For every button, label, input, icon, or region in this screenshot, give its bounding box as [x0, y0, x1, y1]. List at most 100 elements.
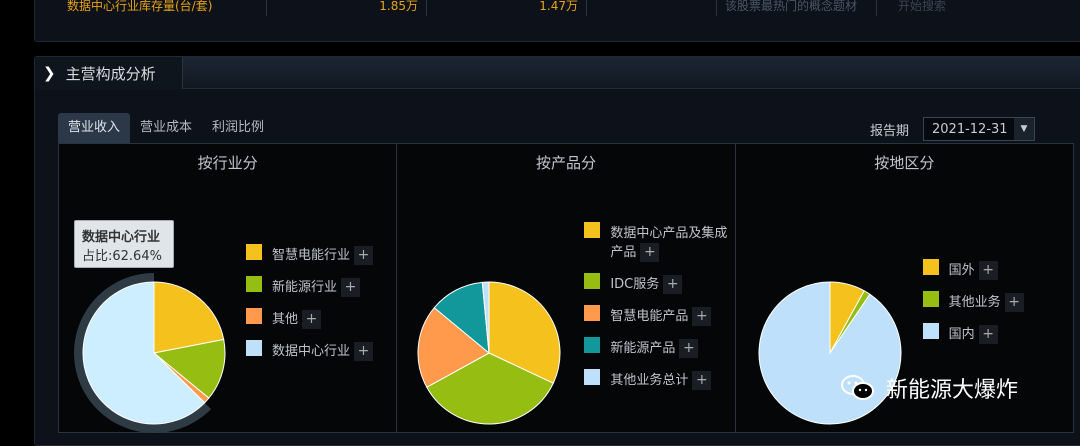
legend-swatch — [584, 305, 601, 321]
legend-item[interactable]: 智慧电能产品 + — [584, 305, 734, 326]
legend-item[interactable]: IDC服务 + — [584, 273, 734, 294]
expand-plus-icon[interactable]: + — [640, 243, 660, 262]
expand-plus-icon[interactable]: + — [354, 246, 374, 265]
legend-swatch — [246, 340, 262, 356]
legend-text: 数据中心行业 — [272, 344, 351, 359]
chart-by-product: 按产品分 数据中心产品及集成产品 + IDC服务 + 智慧电能产品 + 新能源产品 + 其他业务总… — [397, 144, 736, 432]
expand-plus-icon[interactable]: + — [692, 307, 712, 326]
legend-item[interactable]: 智慧电能行业 + — [246, 244, 374, 265]
legend-item[interactable]: 数据中心行业 + — [246, 340, 374, 361]
pie-chart — [417, 281, 561, 425]
expand-plus-icon[interactable]: + — [1004, 293, 1024, 312]
watermark: 新能源大爆炸 — [840, 372, 1018, 404]
legend-text: 数据中心产品及集成产品 — [610, 226, 728, 260]
legend-swatch — [922, 323, 939, 339]
tab-profit-ratio[interactable]: 利润比例 — [212, 120, 265, 135]
legend-text: 新能源产品 — [610, 341, 676, 356]
pie-slice[interactable] — [82, 281, 206, 425]
legend-swatch — [246, 244, 262, 260]
pie-slice[interactable] — [153, 281, 225, 354]
expand-plus-icon[interactable]: + — [692, 371, 712, 390]
value-1: 1.85万 — [267, 0, 427, 16]
chart-title: 按行业分 — [197, 154, 258, 172]
legend-text: IDC服务 — [610, 277, 660, 292]
chart-legend: 数据中心产品及集成产品 + IDC服务 + 智慧电能产品 + 新能源产品 + 其他业务总计 + — [584, 222, 734, 401]
chart-by-industry: 按行业分 智慧电能行业 + 新能源行业 + 其他 + 数据中心行业 + — [59, 144, 398, 433]
legend-label: 数据中心行业 + — [272, 340, 374, 361]
expand-plus-icon[interactable]: + — [354, 342, 374, 361]
legend-swatch — [922, 259, 939, 275]
legend-label: 国内 + — [949, 323, 998, 344]
legend-swatch — [584, 273, 601, 289]
top-panel — [34, 0, 1080, 42]
pie-slice[interactable] — [152, 338, 226, 399]
chart-legend: 国外 + 其他业务 + 国内 + — [922, 259, 1024, 355]
legend-label: 数据中心产品及集成产品 + — [610, 222, 734, 262]
search-button[interactable]: 开始搜索 — [897, 0, 946, 13]
pie-tooltip: 数据中心行业 占比:62.64% — [74, 220, 174, 268]
legend-text: 智慧电能行业 — [272, 248, 351, 263]
expand-plus-icon[interactable]: + — [679, 339, 699, 358]
pie-slice[interactable] — [417, 307, 491, 388]
legend-item[interactable]: 新能源产品 + — [584, 337, 734, 358]
legend-item[interactable]: 国外 + — [922, 259, 1024, 280]
chart-title: 按地区分 — [874, 154, 935, 172]
pie-slice[interactable] — [482, 281, 490, 354]
legend-swatch — [584, 369, 601, 385]
expand-plus-icon[interactable]: + — [663, 275, 683, 294]
tooltip-value: 占比:62.64% — [82, 249, 162, 264]
pie-slice[interactable] — [426, 352, 555, 425]
legend-swatch — [584, 337, 601, 353]
tab-cost[interactable]: 营业成本 — [140, 120, 193, 135]
legend-label: IDC服务 + — [610, 273, 683, 294]
legend-text: 新能源行业 — [272, 280, 338, 295]
legend-item[interactable]: 新能源行业 + — [246, 276, 373, 297]
legend-item[interactable]: 数据中心产品及集成产品 + — [584, 222, 734, 262]
legend-text: 其他 — [272, 312, 299, 327]
dropdown-arrow-icon: ▼ — [1014, 118, 1034, 140]
expand-plus-icon[interactable]: + — [978, 261, 998, 280]
pie-chart — [73, 273, 226, 433]
tooltip-name: 数据中心行业 — [82, 230, 161, 245]
row-label: 数据中心行业库存量(台/套) — [57, 0, 267, 16]
expand-plus-icon[interactable]: + — [341, 278, 361, 297]
legend-text: 智慧电能产品 — [610, 309, 689, 324]
concept-search-input[interactable]: 该股票最热门的概念题材 — [717, 0, 877, 16]
legend-swatch — [246, 308, 262, 324]
legend-text: 国内 — [948, 327, 975, 342]
period-label: 报告期 — [869, 123, 909, 139]
period-value: 2021-12-31 — [932, 121, 1008, 137]
legend-swatch — [922, 291, 939, 307]
pie-slice[interactable] — [488, 281, 561, 384]
legend-label: 其他 + — [272, 308, 322, 329]
expand-plus-icon[interactable]: + — [978, 325, 998, 344]
legend-text: 国外 — [948, 263, 975, 278]
legend-label: 新能源产品 + — [610, 337, 699, 358]
legend-item[interactable]: 国内 + — [922, 323, 1024, 344]
legend-item[interactable]: 其他业务 + — [922, 291, 1024, 312]
legend-swatch — [246, 276, 262, 292]
section-header[interactable]: ❯ 主营构成分析 — [35, 57, 183, 89]
chevron-right-icon: ❯ — [43, 64, 56, 82]
inventory-row: 数据中心行业库存量(台/套) 1.85万 1.47万 该股票最热门的概念题材 开… — [57, 0, 967, 16]
wechat-icon — [841, 375, 874, 400]
legend-label: 智慧电能行业 + — [272, 244, 374, 265]
watermark-text: 新能源大爆炸 — [886, 378, 1019, 403]
legend-swatch — [584, 222, 601, 238]
period-select[interactable]: 2021-12-31 ▼ — [923, 117, 1035, 141]
tab-revenue[interactable]: 营业收入 — [58, 113, 131, 143]
legend-item[interactable]: 其他业务总计 + — [584, 369, 734, 390]
legend-label: 其他业务总计 + — [610, 369, 712, 390]
section-title: 主营构成分析 — [65, 64, 156, 83]
legend-text: 其他业务总计 — [610, 373, 689, 388]
expand-plus-icon[interactable]: + — [302, 310, 322, 329]
legend-label: 国外 + — [949, 259, 998, 280]
chart-title: 按产品分 — [535, 154, 596, 172]
value-2: 1.47万 — [427, 0, 587, 16]
chart-legend: 智慧电能行业 + 新能源行业 + 其他 + 数据中心行业 + — [246, 244, 374, 372]
legend-text: 其他业务 — [948, 295, 1001, 310]
legend-label: 智慧电能产品 + — [610, 305, 712, 326]
legend-label: 新能源行业 + — [272, 276, 361, 297]
legend-item[interactable]: 其他 + — [246, 308, 373, 329]
legend-label: 其他业务 + — [949, 291, 1024, 312]
